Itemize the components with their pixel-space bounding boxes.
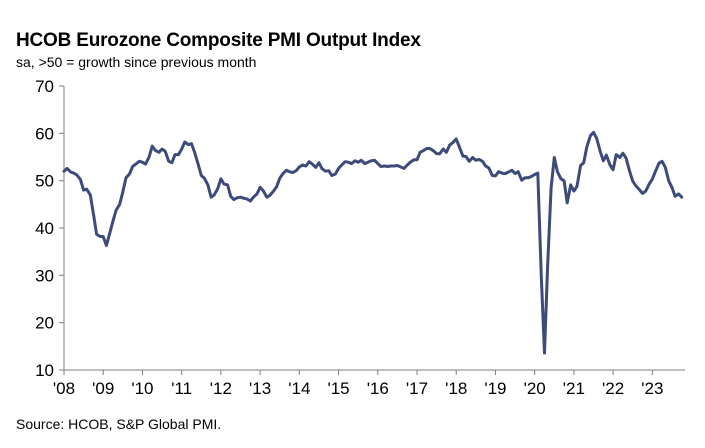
y-tick-label: 10 bbox=[35, 361, 54, 380]
series-line-composite-pmi bbox=[62, 130, 684, 355]
x-tick-label: '18 bbox=[445, 379, 467, 398]
y-tick-label: 30 bbox=[35, 266, 54, 285]
source-note: Source: HCOB, S&P Global PMI. bbox=[16, 416, 222, 432]
x-tick-label: '17 bbox=[406, 379, 428, 398]
x-tick-label: '14 bbox=[288, 379, 310, 398]
x-tick-label: '19 bbox=[484, 379, 506, 398]
x-tick-label: '22 bbox=[602, 379, 624, 398]
y-tick-label: 20 bbox=[35, 314, 54, 333]
x-tick-label: '11 bbox=[171, 379, 192, 398]
x-tick-label: '20 bbox=[524, 379, 546, 398]
x-tick-label: '12 bbox=[210, 379, 232, 398]
x-tick-label: '09 bbox=[92, 379, 114, 398]
y-tick-label: 60 bbox=[35, 124, 54, 143]
x-tick-label: '23 bbox=[641, 379, 663, 398]
x-tick-label: '15 bbox=[327, 379, 349, 398]
x-tick-label: '13 bbox=[249, 379, 271, 398]
x-tick-label: '21 bbox=[563, 379, 585, 398]
chart-title: HCOB Eurozone Composite PMI Output Index bbox=[16, 30, 421, 51]
x-tick-label: '16 bbox=[367, 379, 389, 398]
chart-subtitle: sa, >50 = growth since previous month bbox=[16, 54, 257, 70]
y-tick-label: 50 bbox=[35, 172, 54, 191]
y-tick-label: 40 bbox=[35, 219, 54, 238]
x-tick-label: '08 bbox=[53, 379, 75, 398]
x-tick-label: '10 bbox=[131, 379, 153, 398]
y-tick-label: 70 bbox=[35, 77, 54, 96]
